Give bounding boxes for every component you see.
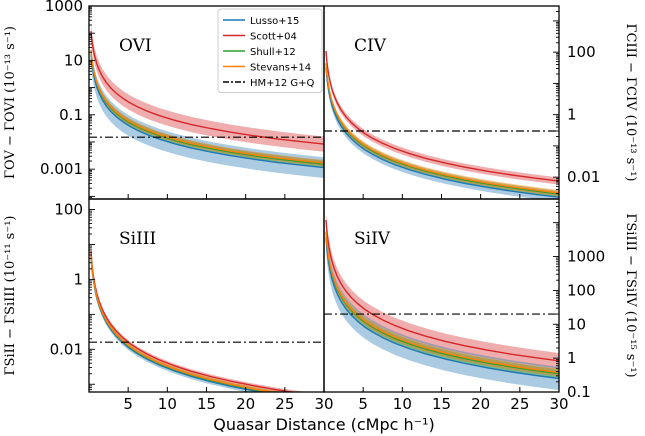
y-tick-label: 0.001	[40, 160, 83, 178]
y-axis-label: ΓCIII − ΓCIV (10⁻¹³ s⁻¹)	[623, 24, 638, 182]
series-line-stevans-14	[90, 254, 276, 392]
legend-label: Lusso+15	[250, 16, 299, 27]
band-scott-04	[326, 212, 559, 369]
x-tick-label: 25	[275, 395, 294, 413]
x-tick-label: 5	[358, 395, 368, 413]
band-lusso-15	[91, 253, 277, 392]
panel-bottom-right: 5 10 15 20 25 30 1000 100 10 1 0.1 SiIV ΓSiIII − ΓSi…	[323, 198, 638, 413]
legend-entry: HM+12 G+Q	[223, 78, 315, 89]
y-tick-label: 0.01	[567, 168, 600, 186]
band-scott-04	[91, 23, 324, 152]
y-axis-label: ΓSiII − ΓSiIII (10⁻¹¹ s⁻¹)	[3, 216, 18, 376]
plot-area	[89, 23, 324, 179]
ion-annotation: SiIV	[354, 229, 391, 249]
y-tick-label: 1	[567, 349, 577, 367]
x-tick-label: 5	[123, 395, 133, 413]
y-tick-label: 100	[54, 201, 83, 219]
series-line-lusso-15	[325, 67, 559, 198]
y-tick-label: 1000	[45, 0, 83, 15]
series-line-stevans-14	[90, 50, 324, 164]
x-tick-label: 20	[471, 395, 490, 413]
y-axis-label: ΓSiIII − ΓSiIV (10⁻¹⁵ s⁻¹)	[623, 213, 638, 377]
y-tick-label: 1	[567, 106, 577, 124]
ion-annotation: CIV	[354, 36, 387, 56]
y-tick-label: 0.1	[567, 383, 591, 401]
panel-top-left: 1000 10 0.1 0.001 OVI ΓOV − ΓOVI (10⁻¹³ s⁻¹)	[3, 0, 325, 200]
panel-top-right: 100 1 0.01 CIV ΓCIII − ΓCIV (10⁻¹³ s⁻¹)	[323, 5, 638, 200]
series-line-lusso-15	[90, 54, 324, 169]
y-axis-label: ΓOV − ΓOVI (10⁻¹³ s⁻¹)	[3, 26, 18, 179]
series-line-lusso-15	[325, 237, 559, 380]
y-tick-label: 100	[567, 43, 596, 61]
panel-frame	[323, 5, 560, 200]
legend-label: Stevans+14	[250, 63, 311, 74]
x-tick-label: 15	[197, 395, 216, 413]
series-line-scott-04	[90, 30, 324, 145]
legend-entry: Stevans+14	[223, 63, 311, 74]
y-tick-label: 1000	[567, 248, 605, 266]
x-tick-label: 10	[393, 395, 412, 413]
panel-frame	[88, 198, 325, 393]
x-tick-label: 20	[236, 395, 255, 413]
legend-label: Scott+04	[250, 32, 297, 43]
legend: Lusso+15 Scott+04 Shull+12 Stevans+14 HM+12 …	[217, 8, 323, 93]
band-lusso-15	[326, 226, 559, 391]
x-tick-label: 30	[549, 395, 568, 413]
panel-bottom-left: 5 10 15 20 25 30 100 1 0.01 SiIII ΓSiII − ΓSiIII (…	[3, 198, 334, 413]
legend-box	[217, 8, 323, 93]
band-scott-04	[326, 47, 559, 185]
legend-entry: Lusso+15	[223, 16, 299, 27]
ion-annotation: SiIII	[119, 229, 156, 249]
y-tick-label: 100	[567, 281, 596, 299]
legend-entry: Scott+04	[223, 32, 297, 43]
y-tick-label: 0.01	[50, 340, 83, 358]
ion-annotation: OVI	[119, 36, 152, 56]
plot-area	[89, 249, 324, 392]
x-axis-label: Quasar Distance (cMpc h⁻¹)	[213, 415, 435, 434]
plot-area	[324, 212, 559, 391]
y-tick-label: 10	[567, 315, 586, 333]
legend-label: HM+12 G+Q	[250, 78, 315, 89]
y-tick-label: 0.1	[59, 106, 83, 124]
series-line-scott-04	[325, 219, 559, 362]
x-tick-label: 30	[314, 395, 333, 413]
x-tick-label: 15	[432, 395, 451, 413]
series-line-stevans-14	[325, 63, 559, 194]
x-tick-label: 25	[510, 395, 529, 413]
y-tick-label: 1	[73, 270, 83, 288]
plot-area	[324, 47, 559, 199]
series-line-scott-04	[325, 51, 559, 182]
series-line-stevans-14	[325, 231, 559, 374]
band-lusso-15	[91, 44, 324, 179]
y-tick-label: 10	[64, 51, 83, 69]
legend-label: Shull+12	[250, 47, 296, 58]
legend-entry: Shull+12	[223, 47, 296, 58]
x-tick-label: 10	[158, 395, 177, 413]
